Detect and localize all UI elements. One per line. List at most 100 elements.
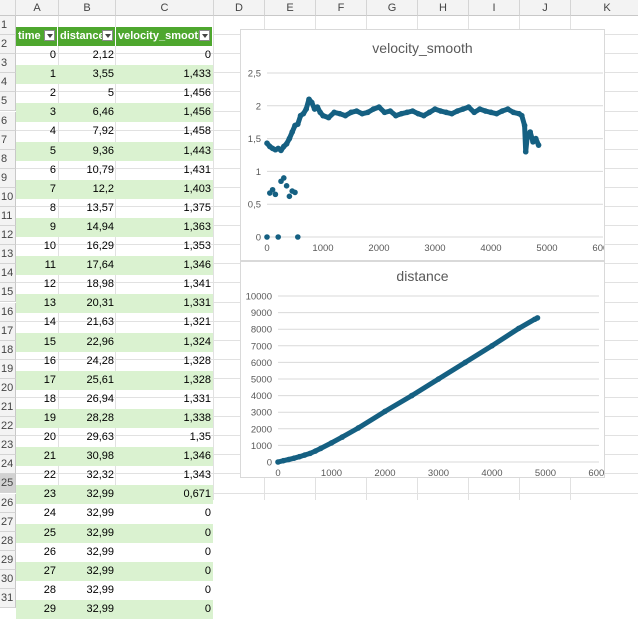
row-header[interactable]: 8 [0, 149, 16, 169]
cell-velocity[interactable]: 0 [204, 545, 211, 558]
header-time[interactable]: time [16, 27, 58, 46]
cell-velocity[interactable]: 1,346 [183, 450, 211, 463]
column-header-k[interactable]: K [571, 0, 638, 16]
cell-velocity[interactable]: 1,341 [183, 278, 211, 291]
cell-velocity[interactable]: 1,331 [183, 297, 211, 310]
cell-time[interactable]: 25 [43, 526, 56, 539]
row-header[interactable]: 3 [0, 54, 16, 74]
cell-distance[interactable]: 32,99 [86, 545, 114, 558]
cell-time[interactable]: 11 [44, 259, 56, 272]
cell-time[interactable]: 9 [49, 220, 56, 233]
cell-time[interactable]: 18 [43, 392, 56, 405]
column-header-f[interactable]: F [316, 0, 367, 16]
velocity-chart[interactable]: velocity_smooth 0 0,5 1 1,5 2 2,5 0 1000 2000 300… [240, 29, 605, 261]
cell-time[interactable]: 15 [43, 335, 56, 348]
cell-time[interactable]: 5 [49, 144, 56, 157]
cell-distance[interactable]: 32,99 [86, 564, 114, 577]
cell-velocity[interactable]: 1,331 [183, 392, 211, 405]
cell-distance[interactable]: 7,92 [92, 125, 114, 138]
row-header[interactable]: 16 [0, 302, 16, 322]
cell-velocity[interactable]: 1,338 [183, 411, 211, 424]
cell-velocity[interactable]: 1,456 [183, 106, 211, 119]
cell-velocity[interactable]: 1,363 [183, 220, 211, 233]
cell-distance[interactable]: 17,64 [86, 259, 114, 272]
cell-distance[interactable]: 24,28 [86, 354, 114, 367]
cell-distance[interactable]: 16,29 [86, 240, 114, 252]
cell-time[interactable]: 13 [43, 297, 56, 310]
filter-dropdown-icon[interactable] [44, 30, 55, 41]
cell-velocity[interactable]: 0 [204, 507, 211, 520]
row-header[interactable]: 10 [0, 187, 16, 207]
cell-time[interactable]: 6 [49, 163, 56, 176]
cell-time[interactable]: 12 [43, 278, 56, 291]
cell-velocity[interactable]: 1,431 [183, 163, 211, 176]
filter-dropdown-icon[interactable] [199, 30, 210, 41]
cell-time[interactable]: 1 [49, 68, 56, 81]
header-distance[interactable]: distance [58, 27, 116, 46]
row-header[interactable]: 27 [0, 512, 16, 532]
row-header[interactable]: 17 [0, 321, 16, 341]
cell-distance[interactable]: 9,36 [92, 144, 114, 157]
filter-dropdown-icon[interactable] [102, 30, 113, 41]
row-header[interactable]: 15 [0, 283, 16, 303]
cell-velocity[interactable]: 1,321 [183, 316, 211, 329]
column-header-a[interactable]: A [16, 0, 59, 16]
cell-time[interactable]: 24 [43, 507, 56, 520]
cell-velocity[interactable]: 0,671 [183, 488, 211, 501]
column-header-c[interactable]: C [116, 0, 214, 16]
cell-time[interactable]: 16 [43, 354, 56, 367]
cell-distance[interactable]: 28,28 [86, 411, 114, 424]
cell-velocity[interactable]: 1,324 [183, 335, 211, 348]
row-header[interactable]: 13 [0, 245, 16, 265]
cell-velocity[interactable]: 1,443 [183, 144, 211, 157]
row-header[interactable]: 11 [0, 207, 16, 226]
column-header-d[interactable]: D [214, 0, 265, 16]
select-all-corner[interactable] [0, 0, 16, 16]
cell-velocity[interactable]: 1,328 [183, 354, 211, 367]
cell-velocity[interactable]: 1,343 [183, 469, 211, 482]
cell-distance[interactable]: 29,63 [86, 431, 114, 443]
cell-distance[interactable]: 22,96 [86, 335, 114, 348]
cell-distance[interactable]: 32,99 [86, 602, 114, 615]
row-header[interactable]: 20 [0, 378, 16, 398]
cell-distance[interactable]: 26,94 [86, 392, 114, 405]
cell-velocity[interactable]: 1,328 [183, 373, 211, 386]
column-header-i[interactable]: I [469, 0, 520, 16]
cell-distance[interactable]: 32,99 [86, 488, 114, 501]
row-header[interactable]: 12 [0, 226, 16, 246]
column-header-e[interactable]: E [265, 0, 316, 16]
cell-distance[interactable]: 12,2 [92, 182, 114, 195]
row-header[interactable]: 6 [0, 111, 16, 131]
cell-distance[interactable]: 32,99 [86, 526, 114, 539]
cell-velocity[interactable]: 1,403 [183, 182, 211, 195]
row-header[interactable]: 2 [0, 35, 16, 55]
row-header[interactable]: 7 [0, 130, 16, 150]
cell-time[interactable]: 22 [43, 469, 56, 482]
cell-velocity[interactable]: 1,433 [183, 68, 211, 81]
cell-time[interactable]: 23 [43, 488, 56, 501]
row-header[interactable]: 9 [0, 168, 16, 188]
cell-distance[interactable]: 10,79 [86, 163, 114, 176]
cell-distance[interactable]: 21,63 [86, 316, 114, 329]
cell-velocity[interactable]: 0 [204, 49, 211, 61]
row-header[interactable]: 28 [0, 531, 16, 551]
cell-time[interactable]: 2 [49, 87, 56, 100]
column-header-g[interactable]: G [367, 0, 418, 16]
row-header[interactable]: 31 [0, 589, 16, 608]
cell-distance[interactable]: 6,46 [92, 106, 114, 119]
cell-distance[interactable]: 32,32 [86, 469, 114, 482]
cell-distance[interactable]: 25,61 [86, 373, 114, 386]
cell-velocity[interactable]: 1,456 [183, 87, 211, 100]
row-header[interactable]: 14 [0, 264, 16, 284]
column-header-h[interactable]: H [418, 0, 469, 16]
cell-time[interactable]: 3 [49, 106, 56, 119]
row-header[interactable]: 5 [0, 92, 16, 112]
cell-distance[interactable]: 32,99 [86, 507, 114, 520]
cell-velocity[interactable]: 1,346 [183, 259, 211, 272]
row-header[interactable]: 23 [0, 436, 16, 456]
cell-time[interactable]: 0 [49, 49, 56, 61]
row-header[interactable]: 29 [0, 550, 16, 570]
row-header[interactable]: 30 [0, 569, 16, 589]
cell-time[interactable]: 20 [43, 431, 56, 443]
cell-velocity[interactable]: 0 [204, 583, 211, 596]
